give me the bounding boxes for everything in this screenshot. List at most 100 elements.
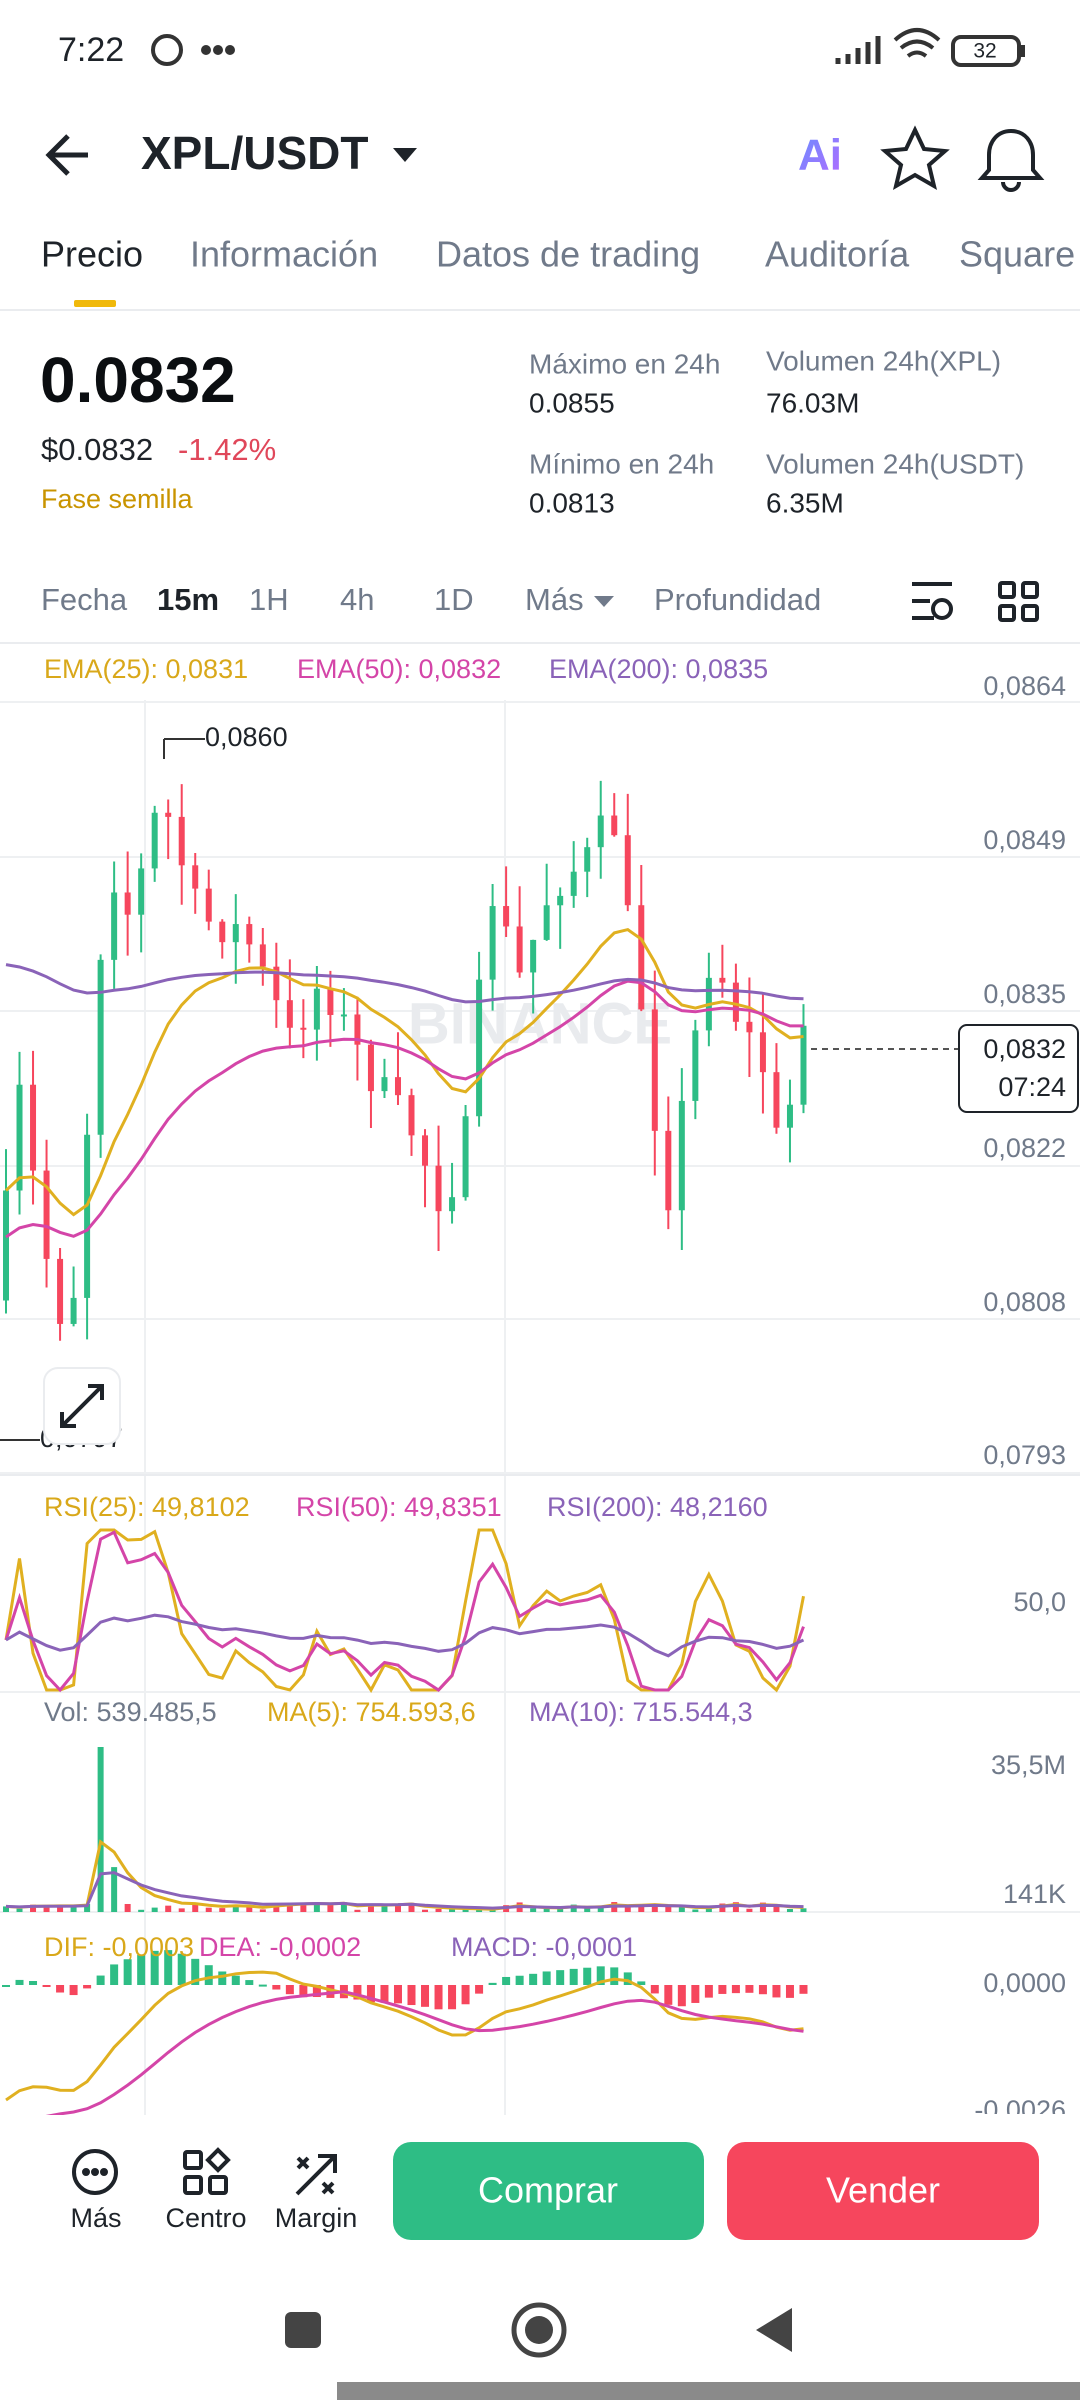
candle-body xyxy=(3,1190,9,1301)
volume-bar xyxy=(165,1905,172,1912)
macd-axis-label: 0,0000 xyxy=(983,1968,1066,1998)
volume-bar xyxy=(30,1904,37,1912)
volume-bar xyxy=(16,1908,23,1912)
candle-body xyxy=(503,906,510,927)
fullscreen-button[interactable] xyxy=(43,1367,121,1445)
macd-bar xyxy=(583,1967,592,1985)
action-label[interactable]: Centro xyxy=(165,2203,246,2233)
layout-button[interactable] xyxy=(998,581,1039,622)
candle-body xyxy=(584,847,591,872)
plots xyxy=(2,780,808,2115)
nav-recents[interactable] xyxy=(285,2312,321,2348)
stat-label: Volumen 24h(XPL) xyxy=(766,345,1001,376)
macd-bar xyxy=(191,1958,200,1985)
tab[interactable]: Información xyxy=(190,234,378,275)
candle-body xyxy=(624,835,631,906)
center-action[interactable] xyxy=(183,2147,231,2195)
macd-bar xyxy=(110,1964,119,1985)
candle-body xyxy=(354,1014,361,1045)
timeframe[interactable]: Más xyxy=(525,582,584,617)
stat-value: 0.0813 xyxy=(529,487,615,518)
volume-bar xyxy=(705,1908,712,1912)
favorite-button[interactable] xyxy=(880,125,950,191)
macd-bar xyxy=(83,1985,92,1989)
more-action[interactable] xyxy=(72,2149,118,2195)
volume-bar xyxy=(97,1747,104,1912)
alert-button[interactable] xyxy=(977,128,1045,192)
pair-dropdown[interactable] xyxy=(393,148,417,162)
volume-legend: MA(5): 754.593,6 xyxy=(267,1697,476,1727)
more-dropdown[interactable] xyxy=(594,596,614,607)
timeframe[interactable]: 1D xyxy=(434,582,474,617)
macd-bar xyxy=(664,1985,673,2005)
volume-bar xyxy=(678,1906,685,1912)
macd-bar xyxy=(650,1985,659,1994)
volume-bar xyxy=(3,1906,9,1912)
macd-bar xyxy=(745,1985,754,1993)
timeframe[interactable]: 4h xyxy=(340,582,374,617)
sell-label[interactable]: Vender xyxy=(826,2170,940,2211)
candle-body xyxy=(16,1084,23,1191)
volume-bar xyxy=(381,1905,388,1912)
volume-bar xyxy=(43,1905,50,1912)
back-button[interactable] xyxy=(45,134,88,176)
stat-label: Volumen 24h(USDT) xyxy=(766,448,1024,479)
margin-action[interactable] xyxy=(295,2154,337,2196)
macd-bar xyxy=(407,1985,416,2006)
candle-body xyxy=(449,1197,456,1212)
sell-button[interactable] xyxy=(727,2142,1039,2240)
volume-bar xyxy=(719,1903,726,1912)
buy-label[interactable]: Comprar xyxy=(478,2170,618,2211)
macd-bar xyxy=(312,1985,321,1998)
macd-legend: MACD: -0,0001 xyxy=(451,1932,637,1962)
candle-body xyxy=(678,1100,685,1211)
volume-bar xyxy=(205,1907,212,1912)
pair-title[interactable]: XPL/USDT xyxy=(141,127,368,179)
macd-bar xyxy=(488,1982,497,1985)
tab[interactable]: Auditoría xyxy=(765,234,910,275)
chart-settings[interactable] xyxy=(912,582,953,620)
tab[interactable]: Square xyxy=(959,234,1075,275)
rsi-line xyxy=(4,1528,805,1693)
macd-bar xyxy=(610,1967,619,1985)
candle-body xyxy=(530,939,537,973)
tab[interactable]: Precio xyxy=(41,234,143,275)
rsi-line xyxy=(5,1613,805,1658)
status-time: 7:22 xyxy=(58,31,124,69)
candle-body xyxy=(759,1032,766,1073)
timeframe[interactable]: Profundidad xyxy=(654,582,821,617)
volume-bar xyxy=(732,1902,739,1912)
volume-bar xyxy=(638,1904,645,1912)
volume-bar xyxy=(651,1903,658,1912)
volume-axis-label: 141K xyxy=(1003,1879,1066,1909)
candle-body xyxy=(422,1135,429,1166)
candle-body xyxy=(476,979,483,1117)
macd-bar xyxy=(475,1985,484,1994)
rsi-line xyxy=(4,1530,805,1693)
volume-bar xyxy=(557,1908,564,1912)
timeframe[interactable]: 15m xyxy=(157,582,219,617)
candle-body xyxy=(286,1000,293,1028)
nav-back[interactable] xyxy=(756,2308,792,2352)
tab[interactable]: Datos de trading xyxy=(436,234,700,275)
price-axis-label: 0,0849 xyxy=(983,825,1066,855)
macd-bar xyxy=(231,1975,240,1985)
price-axis-label: 0,0835 xyxy=(983,979,1066,1009)
nav-home[interactable] xyxy=(511,2302,567,2358)
ema-legend: EMA(50): 0,0832 xyxy=(297,654,501,684)
phase: Fase semilla xyxy=(41,484,194,514)
volume-bar xyxy=(178,1908,185,1912)
candle-body xyxy=(786,1104,793,1128)
candle-body xyxy=(367,1044,374,1092)
macd-bar xyxy=(150,1950,159,1985)
timeframe[interactable]: Fecha xyxy=(41,582,128,617)
macd-legend: DEA: -0,0002 xyxy=(199,1932,361,1962)
timeframe[interactable]: 1H xyxy=(249,582,289,617)
buy-button[interactable] xyxy=(393,2142,704,2240)
action-label[interactable]: Más xyxy=(70,2203,121,2233)
stat-label: Mínimo en 24h xyxy=(529,448,714,479)
candle-body xyxy=(638,905,645,1010)
ai-button[interactable]: Ai xyxy=(798,131,842,180)
candle-body xyxy=(273,966,280,1001)
action-label[interactable]: Margin xyxy=(275,2203,358,2233)
